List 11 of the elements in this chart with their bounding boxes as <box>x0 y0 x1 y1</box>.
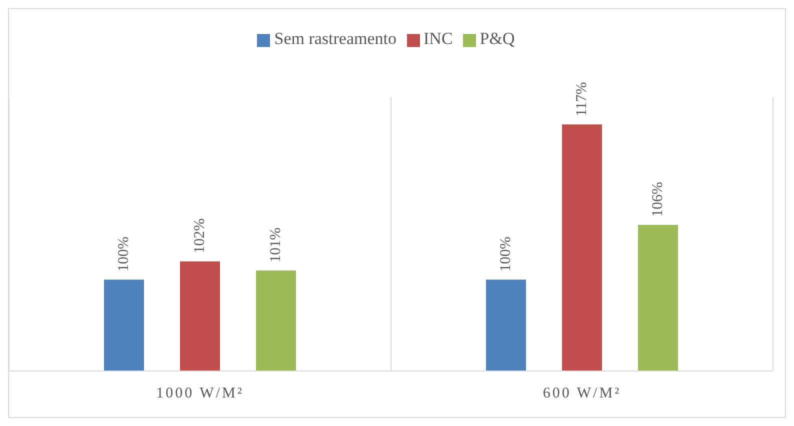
data-label: 106% <box>650 182 666 217</box>
data-label: 100% <box>498 236 514 272</box>
data-label: 117% <box>574 82 590 116</box>
data-label: 102% <box>192 218 208 254</box>
data-label: 100% <box>116 236 132 272</box>
x-tick-label: 600 W/M² <box>542 386 622 402</box>
legend-label: P&Q <box>480 29 515 48</box>
legend-label: INC <box>424 29 453 48</box>
legend-label: Sem rastreamento <box>274 29 396 48</box>
x-tick-label: 1000 W/M² <box>156 386 244 402</box>
data-label: 101% <box>268 228 284 263</box>
